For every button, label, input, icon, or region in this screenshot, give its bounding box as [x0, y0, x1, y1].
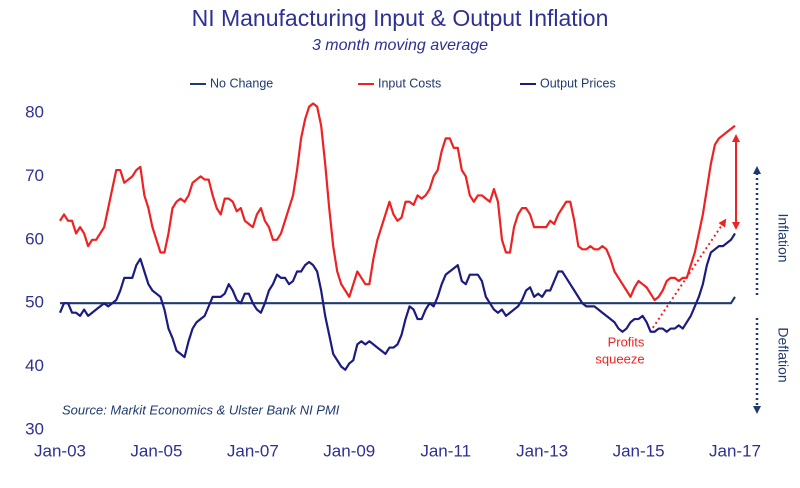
series-line — [60, 296, 736, 305]
x-tick-label: Jan-13 — [516, 441, 568, 460]
chart-subtitle: 3 month moving average — [312, 37, 488, 54]
annotation: squeeze — [595, 351, 644, 366]
source-note: Source: Markit Economics & Ulster Bank N… — [62, 402, 340, 417]
legend-label: No Change — [210, 76, 273, 90]
annotation: Deflation — [775, 327, 791, 382]
y-tick-label: 70 — [25, 166, 44, 185]
x-tick-label: Jan-03 — [34, 441, 86, 460]
annotation: Profits — [608, 334, 645, 349]
x-tick-label: Jan-17 — [709, 441, 761, 460]
series-line — [59, 102, 736, 302]
x-tick-label: Jan-15 — [613, 441, 665, 460]
legend-label: Output Prices — [540, 76, 616, 90]
chart-title: NI Manufacturing Input & Output Inflatio… — [192, 5, 609, 31]
x-tick-label: Jan-11 — [420, 441, 471, 460]
y-tick-label: 80 — [25, 102, 44, 121]
y-tick-label: 50 — [25, 293, 44, 312]
annotation: Inflation — [775, 213, 791, 262]
series-line — [58, 232, 736, 371]
x-tick-label: Jan-09 — [323, 441, 375, 460]
x-tick-label: Jan-05 — [130, 441, 182, 460]
legend-label: Input Costs — [378, 76, 441, 90]
y-tick-label: 30 — [25, 419, 44, 438]
x-tick-label: Jan-07 — [227, 441, 279, 460]
y-tick-label: 40 — [25, 356, 44, 375]
y-tick-label: 60 — [25, 229, 44, 248]
